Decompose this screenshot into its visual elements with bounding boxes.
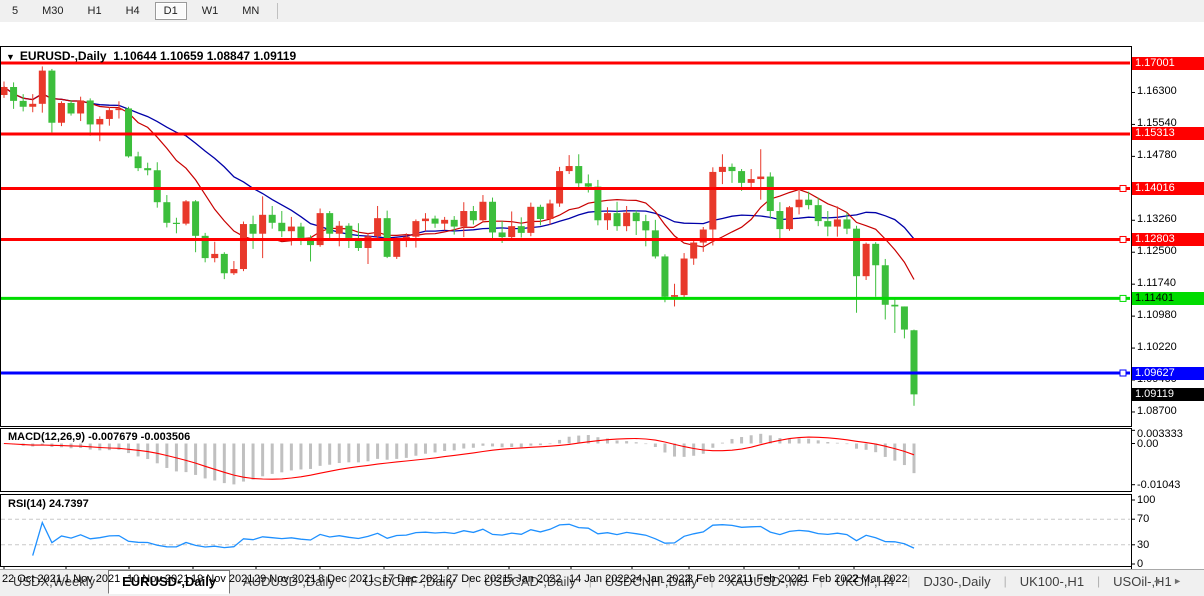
chart-tab-usdcad-daily[interactable]: USDCAD-,Daily: [484, 574, 576, 589]
rsi-indicator-label: RSI(14) 24.7397: [8, 498, 89, 510]
timeframe-button-mn[interactable]: MN: [242, 5, 260, 17]
timeframe-button-m30[interactable]: M30: [42, 5, 64, 17]
rsi-axis-label: 0: [1137, 558, 1144, 570]
price-line-badge: 1.12803: [1132, 232, 1204, 246]
date-axis-label: 10 Nov 2021: [127, 573, 190, 585]
timeframe-button-h1[interactable]: H1: [87, 5, 102, 17]
toolbar-separator: [277, 3, 279, 19]
price-axis-label: 1.10220: [1137, 341, 1177, 354]
price-line-badge: 1.14016: [1132, 181, 1204, 195]
price-line-badge: 1.09627: [1132, 366, 1204, 380]
date-axis-label: 24 Jan 2022: [630, 573, 691, 585]
price-axis-label: 1.10980: [1137, 309, 1177, 322]
date-axis-label: 22 Oct 2021: [2, 573, 62, 585]
date-axis-label: 2 Feb 2022: [687, 573, 743, 585]
timeframe-button-5[interactable]: 5: [12, 5, 19, 17]
date-axis-label: 27 Dec 2021: [446, 573, 509, 585]
macd-axis-label: 0.00: [1137, 437, 1159, 450]
macd-axis-label: 0.003333: [1137, 428, 1183, 440]
hline-handle[interactable]: [1119, 184, 1127, 192]
chart-tab-ukoil-h4[interactable]: UKOil-,H4: [835, 574, 895, 589]
tab-separator: |: [588, 574, 592, 588]
tab-separator: |: [819, 574, 823, 588]
date-axis-label: 5 Jan 2022: [507, 573, 562, 585]
tab-separator: |: [467, 574, 472, 588]
hline-handle[interactable]: [1119, 369, 1127, 377]
chart-tab-usdx-weekly[interactable]: USDX,Weekly: [13, 574, 96, 589]
hline-handle[interactable]: [1119, 294, 1127, 302]
chart-tab-xauusd-m5[interactable]: XAUUSD-,M5: [726, 574, 807, 589]
chart-tab-usdcnh-daily[interactable]: USDCNH-,Daily: [604, 574, 698, 589]
hline-handle[interactable]: [1119, 235, 1127, 243]
date-axis-label: 17 Dec 2021: [382, 573, 445, 585]
chart-tab-dj30-daily[interactable]: DJ30-,Daily: [923, 574, 991, 589]
chart-title: ▼ EURUSD-,Daily 1.10644 1.10659 1.08847 1…: [6, 49, 296, 63]
tab-separator: |: [1003, 574, 1007, 588]
price-axis-label: 1.14780: [1137, 149, 1177, 162]
price-line-badge: 1.15313: [1132, 127, 1204, 141]
timeframe-button-d1[interactable]: D1: [154, 2, 187, 20]
timeframe-button-h4[interactable]: H4: [125, 5, 140, 17]
tab-separator: |: [1097, 574, 1101, 588]
chart-workspace[interactable]: ▼ EURUSD-,Daily 1.10644 1.10659 1.08847 1…: [0, 22, 1204, 590]
tab-separator: |: [907, 574, 911, 588]
date-axis-label: 11 Feb 2022: [742, 573, 803, 585]
price-axis-label: 1.15540: [1137, 117, 1177, 130]
chart-tab-bar: USDX,Weekly EURUSD-,Daily AUDUSD-,Daily | US…: [0, 569, 1204, 596]
timeframe-toolbar: 5 M30 H1 H4 D1 W1 MN: [0, 0, 1204, 23]
price-axis-label: 1.13260: [1137, 213, 1177, 226]
tab-separator: |: [710, 574, 714, 588]
macd-indicator-label: MACD(12,26,9) -0.007679 -0.003506: [8, 431, 191, 443]
chart-tab-audusd-daily[interactable]: AUDUSD-,Daily: [243, 574, 335, 589]
chart-tab-usdchf-daily[interactable]: USDCHF-,Daily: [363, 574, 455, 589]
rsi-axis-label: 100: [1137, 494, 1156, 506]
date-axis-label: 19 Nov 2021: [191, 573, 254, 585]
timeframe-button-w1[interactable]: W1: [201, 5, 219, 17]
chart-dropdown-icon[interactable]: ▼: [6, 52, 15, 62]
macd-axis-label: -0.01043: [1137, 478, 1181, 491]
rsi-axis-label: 30: [1137, 538, 1150, 551]
date-axis-label: 8 Dec 2021: [318, 573, 375, 585]
rsi-axis-label: 70: [1137, 513, 1150, 526]
price-line-badge: 1.17001: [1132, 56, 1204, 70]
price-axis-label: 1.08700: [1137, 404, 1177, 417]
price-axis-label: 1.11740: [1137, 277, 1176, 290]
price-line-badge: 1.11401: [1132, 291, 1204, 305]
date-axis-label: 29 Nov 2021: [254, 573, 317, 585]
chart-tab-usoil-h1[interactable]: USOil-,H1: [1113, 574, 1172, 589]
date-axis-label: 1 Nov 2021: [64, 573, 121, 585]
current-price-badge: 1.09119: [1132, 387, 1204, 401]
chart-symbol-label: EURUSD-,Daily: [19, 49, 107, 63]
tab-separator: |: [347, 574, 351, 588]
tab-scroll-arrows[interactable]: ◄►: [1152, 576, 1194, 586]
price-axis-label: 1.12500: [1137, 245, 1177, 258]
chart-ohlc-label: 1.10644 1.10659 1.08847 1.09119: [113, 49, 297, 63]
date-axis-label: 14 Jan 2022: [569, 573, 630, 585]
chart-tab-eurusd-daily[interactable]: EURUSD-,Daily: [108, 570, 231, 594]
date-axis-label: 2 Mar 2022: [852, 573, 908, 585]
chart-tab-uk100-h1[interactable]: UK100-,H1: [1019, 574, 1085, 589]
date-axis-label: 21 Feb 2022: [797, 573, 859, 585]
price-axis-label: 1.16300: [1137, 85, 1177, 98]
chart-canvas: [0, 46, 1135, 590]
